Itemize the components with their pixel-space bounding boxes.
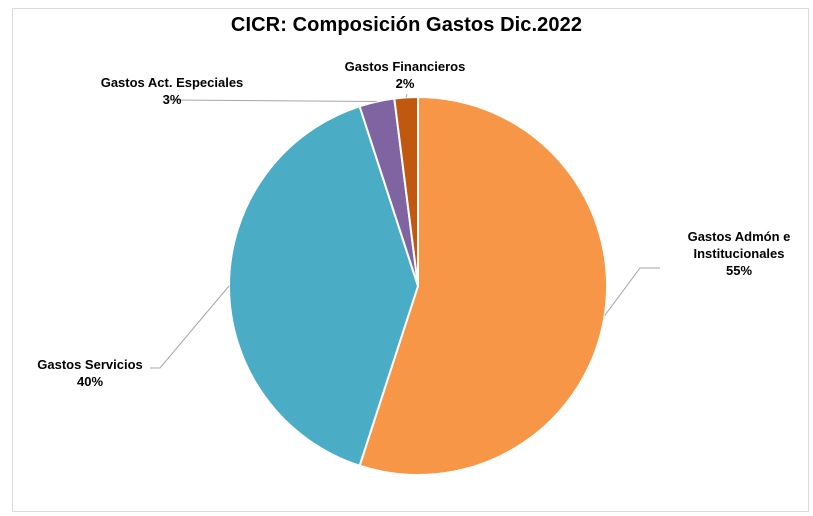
data-label-gastos-financieros: Gastos Financieros 2% bbox=[330, 58, 480, 92]
leader-line-2 bbox=[168, 99, 377, 103]
data-label-percent: 2% bbox=[395, 76, 415, 91]
data-label-percent: 55% bbox=[725, 263, 753, 278]
leader-line-1 bbox=[150, 285, 230, 369]
data-label-gastos-act-especiales: Gastos Act. Especiales 3% bbox=[92, 74, 252, 108]
data-label-gastos-servicios: Gastos Servicios 40% bbox=[22, 356, 158, 390]
data-label-text-line: Institucionales bbox=[693, 246, 785, 261]
chart-title: CICR: Composición Gastos Dic.2022 bbox=[230, 14, 583, 36]
data-label-text-line: Gastos Financieros bbox=[344, 59, 466, 74]
pie-slice-0 bbox=[358, 95, 608, 476]
data-label-gastos-admon: Gastos Admón e Institucionales 55% bbox=[664, 228, 813, 279]
data-label-percent: 40% bbox=[76, 374, 104, 389]
leader-line-0 bbox=[604, 267, 660, 316]
data-label-text-line: Gastos Act. Especiales bbox=[100, 75, 244, 90]
pie-slice-3 bbox=[393, 95, 419, 287]
data-label-text-line: Gastos Admón e bbox=[687, 229, 791, 244]
data-label-percent: 3% bbox=[162, 92, 182, 107]
data-label-text-line: Gastos Servicios bbox=[37, 357, 143, 372]
leader-line-3 bbox=[405, 93, 408, 98]
